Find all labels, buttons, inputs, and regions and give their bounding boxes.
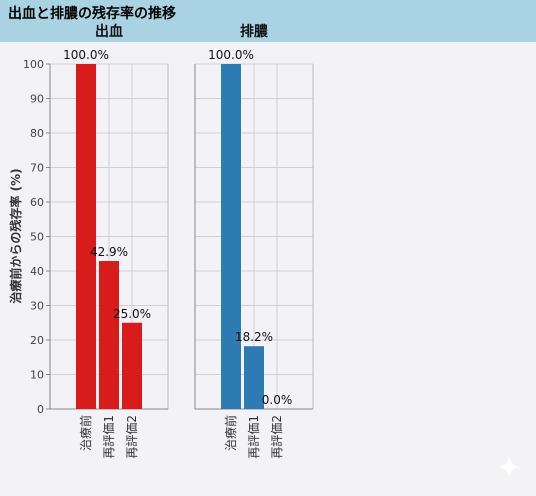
y-axis-label: 治療前からの残存率 (%) <box>8 168 23 303</box>
data-label: 0.0% <box>262 393 293 407</box>
panel-title: 排膿 <box>240 23 269 40</box>
sparkle-icon <box>498 456 520 478</box>
chart-title: 出血と排膿の残存率の推移 <box>8 6 176 22</box>
y-tick-label: 10 <box>30 369 44 382</box>
y-tick-label: 60 <box>30 196 44 209</box>
bar <box>244 346 264 409</box>
y-tick-label: 100 <box>23 58 44 71</box>
x-tick-label: 再評価2 <box>124 415 139 459</box>
y-tick-label: 40 <box>30 265 44 278</box>
panel-title: 出血 <box>95 23 123 40</box>
panel-1: 0 10 20 30 40 50 60 70 80 90 100 出血 100.0% 治療前 42.9% 再評… <box>23 23 169 459</box>
bar <box>99 260 119 409</box>
y-tick-label: 80 <box>30 127 44 140</box>
y-tick-label: 0 <box>37 403 44 416</box>
data-label: 25.0% <box>113 307 151 321</box>
x-tick-label: 再評価1 <box>101 415 116 459</box>
x-tick-label: 治療前 <box>78 415 93 451</box>
data-label: 42.9% <box>90 245 128 259</box>
data-label: 100.0% <box>208 48 254 62</box>
bar <box>122 322 142 409</box>
bar <box>221 64 241 409</box>
x-tick-label: 治療前 <box>223 415 238 451</box>
bar <box>76 64 96 409</box>
y-tick-label: 90 <box>30 93 44 106</box>
data-label: 18.2% <box>235 330 273 344</box>
y-tick-label: 20 <box>30 334 44 347</box>
x-tick-label: 再評価1 <box>246 415 261 459</box>
y-tick-label: 50 <box>30 231 44 244</box>
y-tick-label: 70 <box>30 162 44 175</box>
data-label: 100.0% <box>63 48 109 62</box>
title-banner <box>0 0 536 42</box>
x-tick-label: 再評価2 <box>269 415 284 459</box>
y-tick-label: 30 <box>30 300 44 313</box>
